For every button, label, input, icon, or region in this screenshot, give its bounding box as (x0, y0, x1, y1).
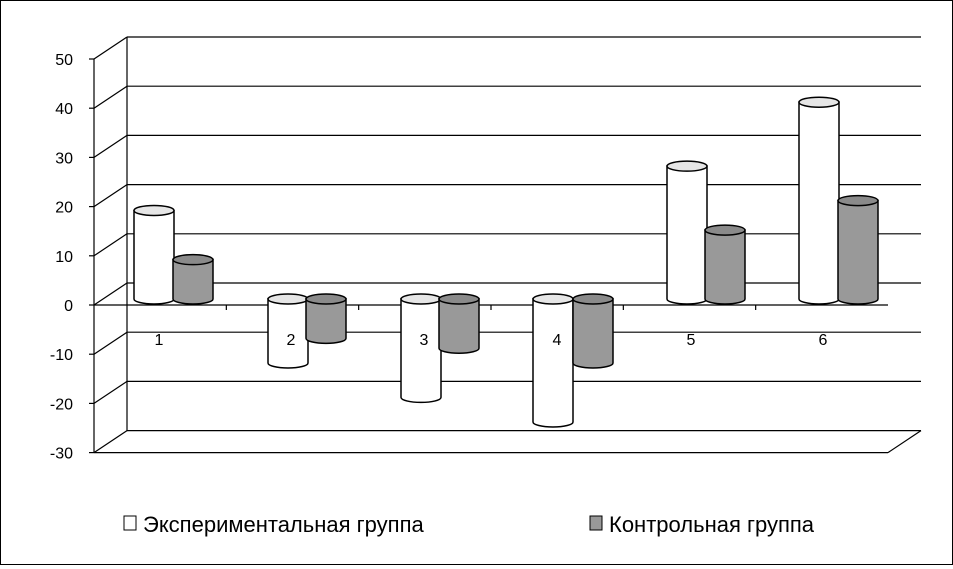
bar-s1-6 (798, 96, 840, 305)
bar-s2-5-body (704, 229, 746, 305)
y-tick-label: -30 (50, 446, 73, 463)
x-category-label: 3 (420, 332, 429, 349)
y-tick-label: 10 (55, 249, 73, 266)
bar-s2-6-body (837, 199, 879, 305)
bar-s1-6-body (798, 101, 840, 305)
y-tick-label: 0 (64, 298, 73, 315)
gridline-side (93, 282, 128, 306)
bar-s1-5-body (666, 165, 708, 305)
bar-s1-3-top (400, 293, 442, 305)
bar-s2-6 (837, 194, 879, 305)
bars-layer (133, 96, 879, 428)
bar-s1-1-body (133, 209, 175, 305)
floor-right-edge (887, 430, 922, 454)
bar-s1-2-top (267, 293, 309, 305)
bar-s1-1 (133, 204, 175, 305)
bar-s1-5-top (666, 160, 708, 172)
gridline-side (93, 85, 128, 109)
bar-s1-2-body (267, 298, 309, 369)
bar-s2-5-top (704, 224, 746, 236)
bar-s2-4 (572, 293, 614, 369)
gridline-side (93, 233, 128, 257)
gridline-side (93, 331, 128, 355)
x-axis: 1 2 3 4 5 6 (155, 305, 828, 349)
legend-swatch-series-1 (123, 515, 137, 531)
bar-s2-6-top (837, 194, 879, 207)
grid-layer (93, 36, 922, 454)
bar-s2-4-top (572, 293, 614, 305)
gridline-side (93, 380, 128, 404)
x-category-label: 2 (287, 332, 296, 349)
bar-s1-5 (666, 160, 708, 305)
bar-s1-2 (267, 293, 309, 369)
x-category-label: 6 (819, 332, 828, 349)
gridline-side (93, 134, 128, 158)
legend-label-series-1: Экспериментальная группа (143, 512, 424, 537)
legend: Экспериментальная группа Контрольная гру… (123, 512, 815, 537)
y-tick-label: -20 (50, 396, 73, 413)
x-category-label: 1 (155, 332, 164, 349)
x-category-label: 4 (553, 332, 562, 349)
bar-s1-3-body (400, 298, 442, 404)
y-tick-label: 40 (55, 101, 73, 118)
bar-s1-3 (400, 293, 442, 404)
bar-s1-4 (532, 293, 574, 428)
x-category-label: 5 (687, 332, 696, 349)
y-tick-label: 20 (55, 200, 73, 217)
bar-s1-1-top (133, 204, 175, 217)
bar-s1-4-top (532, 293, 574, 305)
bar-s2-3 (438, 293, 480, 354)
y-tick-label: -10 (50, 347, 73, 364)
bar-s1-6-top (798, 96, 840, 108)
bar-s2-2 (305, 293, 347, 345)
gridline-side (93, 36, 128, 60)
bar-s2-1 (172, 253, 214, 305)
bar-s1-4-body (532, 298, 574, 428)
y-axis: 50 40 30 20 10 0 -10 -20 -30 (50, 52, 94, 463)
bar-s2-1-body (172, 258, 214, 305)
bar-s2-2-top (305, 293, 347, 305)
y-tick-label: 50 (55, 52, 73, 69)
bar-s2-3-body (438, 298, 480, 354)
bar-s2-3-top (438, 293, 480, 305)
bar-s2-2-body (305, 298, 347, 345)
bar-s2-5 (704, 224, 746, 305)
bar-s2-1-top (172, 253, 214, 266)
y-tick-label: 30 (55, 150, 73, 167)
legend-label-series-2: Контрольная группа (609, 512, 815, 537)
legend-swatch-series-2 (589, 515, 603, 531)
gridline-side (93, 430, 128, 454)
bar-s2-4-body (572, 298, 614, 369)
gridline-side (93, 184, 128, 208)
